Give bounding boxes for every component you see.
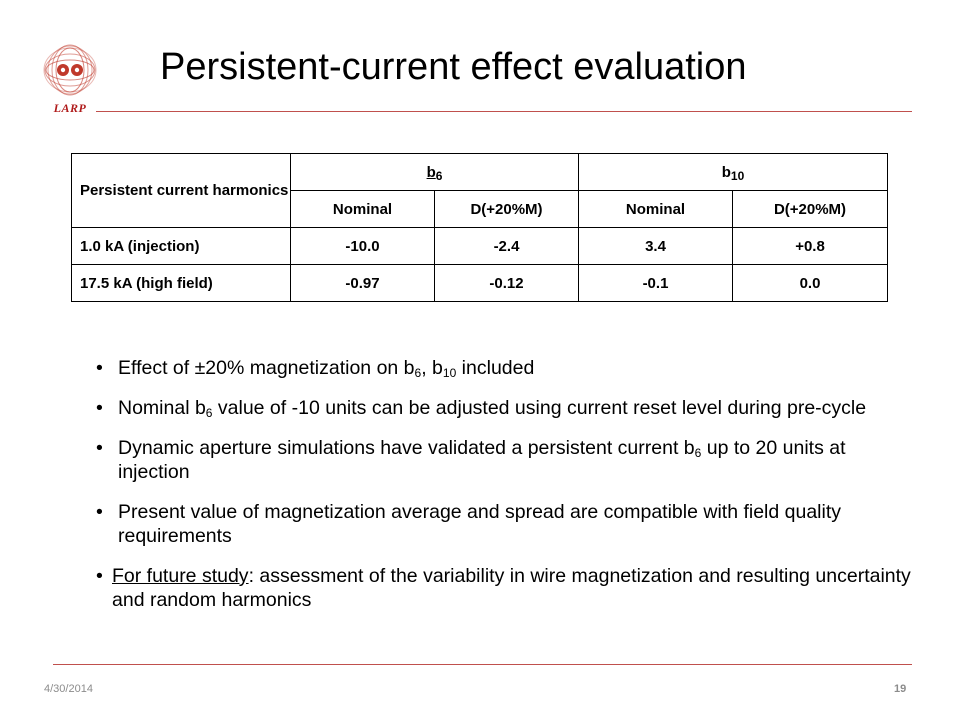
subheader-cell: D(+20%M) <box>434 190 579 228</box>
bullet-item: • Dynamic aperture simulations have vali… <box>96 437 846 483</box>
bullet-item: • Present value of magnetization average… <box>96 501 842 547</box>
bullet-item: • For future study: assessment of the va… <box>96 565 911 611</box>
footer-divider <box>53 664 912 665</box>
row-label: 1.0 kA (injection) <box>71 227 291 265</box>
table-cell: +0.8 <box>732 227 888 265</box>
table-cell: -0.12 <box>434 264 579 302</box>
table-cell: -0.1 <box>578 264 733 302</box>
bullet-list: • Effect of ±20% magnetization on b6, b1… <box>90 356 920 612</box>
bullet-icon: • <box>96 565 103 587</box>
row-label: 17.5 kA (high field) <box>71 264 291 302</box>
bullet-icon: • <box>96 397 103 419</box>
table-corner-label: Persistent current harmonics <box>71 153 291 228</box>
table-cell: -0.97 <box>290 264 435 302</box>
larp-logo-icon <box>43 44 97 96</box>
title-divider <box>96 111 912 112</box>
bullet-icon: • <box>96 501 103 523</box>
subheader-cell: D(+20%M) <box>732 190 888 228</box>
bullet-icon: • <box>96 437 103 459</box>
table-cell: 0.0 <box>732 264 888 302</box>
table-cell: 3.4 <box>578 227 733 265</box>
page-number: 19 <box>894 683 907 695</box>
subheader-cell: Nominal <box>578 190 733 228</box>
group-header-b10: b10 <box>578 153 888 191</box>
subheader-cell: Nominal <box>290 190 435 228</box>
group-header-b6: b6 <box>290 153 579 191</box>
larp-logo-text: LARP <box>53 101 87 115</box>
table-row: 1.0 kA (injection) -10.0 -2.4 3.4 +0.8 <box>71 227 888 265</box>
table-cell: -10.0 <box>290 227 435 265</box>
bullet-item: • Effect of ±20% magnetization on b6, b1… <box>96 357 535 380</box>
bullet-icon: • <box>96 357 103 379</box>
harmonics-table: Persistent current harmonics b6 b10 Nomi… <box>71 153 888 302</box>
bullet-item: • Nominal b6 value of -10 units can be a… <box>96 397 867 420</box>
slide-title: Persistent-current effect evaluation <box>160 46 747 88</box>
future-study-label: For future study <box>112 565 249 587</box>
footer-date: 4/30/2014 <box>44 683 93 695</box>
table-cell: -2.4 <box>434 227 579 265</box>
table-row: 17.5 kA (high field) -0.97 -0.12 -0.1 0.… <box>71 264 888 302</box>
